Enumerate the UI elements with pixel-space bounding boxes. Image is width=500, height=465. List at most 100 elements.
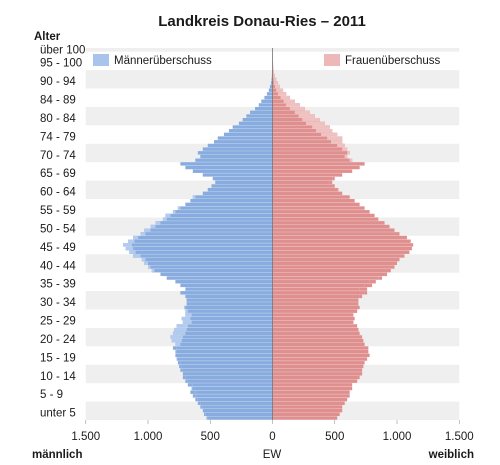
bar-female: [272, 372, 363, 376]
surplus-female-highlight: [302, 117, 320, 122]
bar-female: [272, 401, 345, 405]
surplus-male-highlight: [150, 224, 156, 229]
bar-male: [185, 202, 273, 207]
bar-female: [272, 243, 414, 247]
bar-female: [272, 368, 363, 372]
bar-male: [228, 129, 273, 133]
bar-male-extra: [182, 375, 186, 380]
bar-female-extra: [369, 280, 376, 284]
age-label: unter 5: [40, 408, 76, 420]
bar-female: [272, 114, 299, 118]
surplus-female-highlight: [273, 77, 277, 81]
bar-female: [272, 265, 395, 269]
legend-swatch-male: [93, 54, 109, 66]
surplus-male-highlight: [133, 235, 139, 240]
surplus-male-highlight: [177, 206, 181, 210]
surplus-male-highlight: [176, 324, 188, 328]
age-label: 45 - 49: [40, 242, 76, 254]
bar-male: [207, 416, 273, 420]
surplus-male-highlight: [172, 331, 186, 335]
surplus-female-highlight: [273, 81, 279, 85]
age-label: 50 - 54: [40, 223, 76, 235]
surplus-female-highlight: [280, 95, 290, 100]
surplus-female-highlight: [276, 88, 284, 92]
bar-male: [187, 309, 273, 313]
bar-female: [272, 313, 354, 317]
bar-male: [191, 320, 273, 324]
surplus-male-highlight: [165, 213, 171, 218]
bar-male: [192, 386, 273, 391]
x-tick-label: 0: [269, 431, 275, 443]
surplus-male-highlight: [162, 217, 167, 221]
bar-male: [195, 158, 273, 162]
bar-male: [207, 143, 273, 148]
surplus-female-highlight: [289, 106, 305, 111]
bar-male-extra: [175, 350, 177, 354]
bar-female: [272, 327, 359, 332]
bar-male: [182, 335, 273, 339]
bar-female: [272, 305, 360, 310]
bar-female: [272, 129, 317, 133]
bar-female: [272, 280, 370, 284]
bar-male: [195, 390, 273, 394]
surplus-female-highlight: [312, 125, 330, 129]
bar-male: [266, 92, 273, 96]
bar-female: [272, 408, 343, 413]
surplus-male-highlight: [129, 250, 136, 254]
bar-female: [272, 110, 295, 115]
bar-male-extra: [191, 386, 193, 391]
bar-male: [202, 147, 273, 151]
bar-female-extra: [384, 272, 388, 277]
surplus-female-highlight: [283, 99, 295, 103]
bar-female: [272, 195, 350, 199]
bar-female: [272, 221, 385, 225]
age-label: 55 - 59: [40, 205, 76, 217]
bar-male: [202, 191, 273, 196]
bar-male: [197, 397, 273, 402]
bar-female: [272, 103, 287, 107]
bar-male: [192, 383, 273, 387]
bar-male-extra: [177, 361, 181, 365]
surplus-male-highlight: [185, 309, 188, 313]
bar-male: [213, 140, 273, 144]
bar-male: [131, 243, 273, 247]
bar-female: [272, 383, 353, 387]
bar-male: [175, 353, 273, 358]
bar-male-extra: [197, 401, 201, 405]
bar-female: [272, 213, 375, 218]
bar-female: [272, 173, 343, 177]
bar-female: [272, 298, 359, 302]
age-label: 15 - 19: [40, 352, 76, 364]
surplus-male-highlight: [123, 243, 132, 247]
surplus-female-highlight: [331, 140, 343, 144]
surplus-male-highlight: [172, 210, 176, 214]
x-tick-labels: 1.500 1.000 500 0 500 1.000 1.500: [71, 420, 474, 443]
surplus-female-highlight: [327, 136, 343, 140]
bar-male: [180, 162, 273, 166]
age-label: 20 - 24: [40, 334, 76, 346]
bar-male: [133, 246, 273, 251]
bar-male: [150, 265, 273, 269]
bar-female: [272, 158, 350, 162]
bar-male-extra: [185, 379, 188, 383]
bar-male: [176, 350, 273, 354]
age-label: 90 - 94: [40, 76, 76, 88]
surplus-male-highlight: [155, 221, 161, 225]
bar-female-extra: [332, 176, 335, 181]
surplus-female-highlight: [321, 132, 338, 137]
left-label: männlich: [32, 449, 82, 461]
bar-female: [272, 125, 313, 129]
bar-male: [250, 110, 273, 115]
bar-male: [177, 357, 273, 361]
bar-female: [272, 232, 400, 236]
bar-female: [272, 357, 368, 361]
bar-female: [272, 95, 281, 100]
bar-male: [187, 379, 273, 383]
bar-female: [272, 320, 354, 324]
age-label: über 100: [40, 44, 85, 56]
age-label: 35 - 39: [40, 279, 76, 291]
bar-female: [272, 276, 379, 280]
bar-female: [272, 257, 400, 262]
surplus-male-highlight: [174, 327, 187, 332]
